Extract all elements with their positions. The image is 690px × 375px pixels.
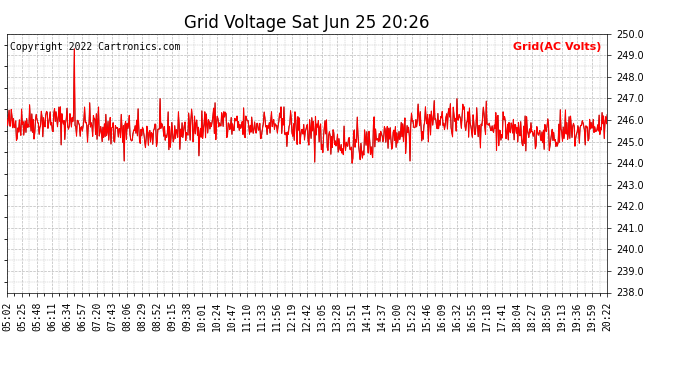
Title: Grid Voltage Sat Jun 25 20:26: Grid Voltage Sat Jun 25 20:26 — [184, 14, 430, 32]
Text: Copyright 2022 Cartronics.com: Copyright 2022 Cartronics.com — [10, 42, 180, 51]
Text: Grid(AC Volts): Grid(AC Volts) — [513, 42, 601, 51]
